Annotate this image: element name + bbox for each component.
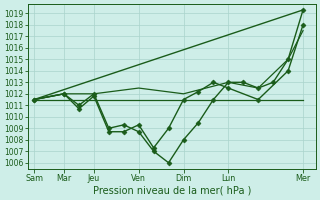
X-axis label: Pression niveau de la mer( hPa ): Pression niveau de la mer( hPa )	[92, 186, 251, 196]
